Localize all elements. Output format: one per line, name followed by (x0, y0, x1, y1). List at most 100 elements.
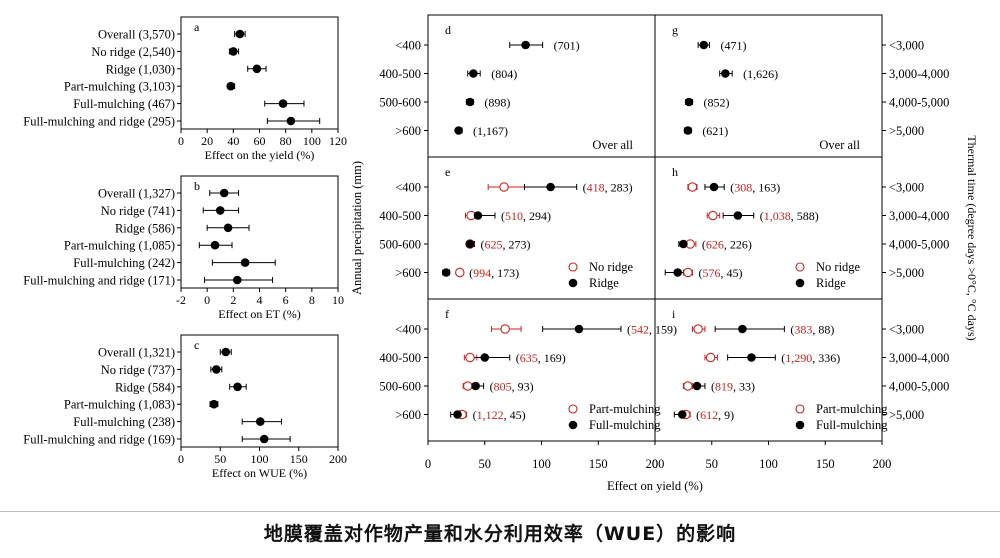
sample-size-filled: , 173) (491, 266, 519, 280)
sample-size: (576, 45) (698, 266, 742, 280)
x-tick-label: 8 (309, 293, 315, 307)
data-point-open (462, 381, 473, 391)
sample-size-open: 510 (505, 209, 523, 223)
data-point-filled (441, 268, 451, 277)
sample-size-paren: ( (501, 209, 505, 223)
legend-label: Full-mulching (589, 418, 661, 432)
sample-size-paren: ( (481, 238, 485, 252)
panel-letter: a (194, 20, 200, 34)
data-point (259, 434, 269, 444)
figure: a Overall (3,570) No ridge (2,540) Ridge (1… (23, 14, 979, 493)
row-label: Full-mulching and ridge (169) (23, 433, 175, 447)
sample-size-filled: , 336) (812, 351, 840, 365)
sample-size-paren: ( (702, 238, 706, 252)
data-point-open (500, 324, 510, 334)
panel-d: d (701) (804) (898) (1,167) Over all (424, 14, 656, 158)
sample-size: (612, 9) (696, 408, 734, 422)
x-axis-label: Effect on WUE (%) (212, 466, 307, 480)
sample-size-filled: , 159) (649, 323, 677, 337)
sample-size: (542, 159) (627, 323, 677, 337)
sample-size-open: 635 (520, 351, 538, 365)
legend-marker-filled (568, 278, 578, 288)
precip-label: 500-600 (379, 238, 421, 252)
precip-label: 500-600 (379, 96, 421, 110)
x-tick-label: 150 (290, 452, 308, 466)
sample-size-paren: ( (760, 209, 764, 223)
data-point (215, 206, 225, 215)
data-point-open (499, 182, 509, 192)
legend-marker-open (795, 404, 805, 414)
data-point (469, 69, 478, 78)
x-axis-label: Effect on yield (%) (607, 479, 703, 493)
x-tick-label: 200 (873, 457, 892, 471)
legend-marker-open (568, 262, 578, 272)
legend-label: No ridge (816, 260, 861, 274)
x-tick-label: 4 (257, 293, 263, 307)
figure-caption: 地膜覆盖对作物产量和水分利用效率（WUE）的影响 (263, 523, 737, 545)
data-point (278, 99, 288, 108)
thermal-label: 3,000-4,000 (889, 209, 949, 223)
row-label: Full-mulching (238) (73, 415, 175, 429)
data-point-filled (733, 211, 743, 220)
sample-size-paren: ( (490, 380, 494, 394)
sample-size-filled: , 226) (724, 238, 752, 252)
sample-size-open: 1,038 (764, 209, 791, 223)
sample-size: (819, 33) (711, 380, 755, 394)
row-label: Full-mulching (467) (73, 97, 175, 111)
sample-size: (418, 283) (583, 181, 633, 195)
sample-size: (1,290, 336) (781, 351, 840, 365)
sample-size: (852) (703, 96, 729, 110)
x-tick-label: 2 (230, 293, 236, 307)
right-axis-label: Thermal time (degree days >0°C, °C days) (965, 135, 979, 340)
data-point (223, 223, 233, 233)
precip-label: 400-500 (379, 67, 421, 81)
data-point-filled (480, 353, 490, 362)
y-axis-label: Annual precipitation (mm) (350, 161, 364, 295)
x-tick-label: 100 (303, 134, 321, 148)
data-point (255, 417, 265, 426)
panel-letter: b (194, 179, 200, 193)
panel-f: f(542, 159)(635, 169)(805, 93)(1,122, 45… (424, 298, 677, 471)
data-point-open (705, 352, 716, 363)
row-label: Overall (3,570) (98, 28, 175, 42)
legend-marker-filled (568, 420, 578, 430)
sample-size-filled: , 9) (718, 408, 734, 422)
sample-size-filled: , 33) (733, 380, 755, 394)
data-point-filled (574, 324, 584, 334)
legend-label: Full-mulching (816, 418, 888, 432)
sample-size: (625, 273) (481, 238, 531, 252)
data-point (684, 97, 694, 107)
data-point-open (683, 267, 693, 278)
sample-size-open: 1,290 (785, 351, 812, 365)
panel-letter: i (672, 307, 676, 321)
precip-label: 400-500 (379, 209, 421, 223)
panel-letter: g (672, 23, 678, 37)
data-point-filled (471, 381, 480, 391)
sample-size-paren: ( (516, 351, 520, 365)
sample-size-open: 805 (494, 380, 512, 394)
thermal-label: 4,000-5,000 (889, 380, 949, 394)
legend-label: Ridge (816, 276, 846, 290)
sample-size: (1,122, 45) (473, 408, 526, 422)
thermal-label: 3,000-4,000 (889, 351, 949, 365)
sample-size-filled: , 93) (512, 380, 534, 394)
sample-size-paren: ( (698, 266, 702, 280)
row-label: Part-mulching (1,083) (64, 398, 175, 412)
panel-c: c Overall (1,321) No ridge (737) Ridge (584… (23, 334, 347, 480)
panel-frame (180, 16, 339, 130)
sample-size-filled: , 163) (752, 181, 780, 195)
sample-size-open: 625 (485, 238, 503, 252)
sample-size: (471) (720, 39, 746, 53)
data-point-open (455, 267, 465, 278)
panel-letter: h (672, 165, 678, 179)
precip-label: 400-500 (379, 351, 421, 365)
x-tick-label: 100 (532, 457, 551, 471)
panel-e: e(418, 283)(510, 294)(625, 273)(994, 173… (424, 156, 656, 300)
panel-b: b Overall (1,327) No ridge (741) Ridge (586… (23, 175, 344, 321)
panel-h: h(308, 163)(1,038, 588)(626, 226)(576, 4… (654, 156, 886, 300)
legend-label: Ridge (589, 276, 619, 290)
row-label: No ridge (2,540) (91, 45, 175, 59)
sample-size-filled: , 169) (538, 351, 566, 365)
sample-size: (510, 294) (501, 209, 551, 223)
data-point (252, 64, 262, 74)
